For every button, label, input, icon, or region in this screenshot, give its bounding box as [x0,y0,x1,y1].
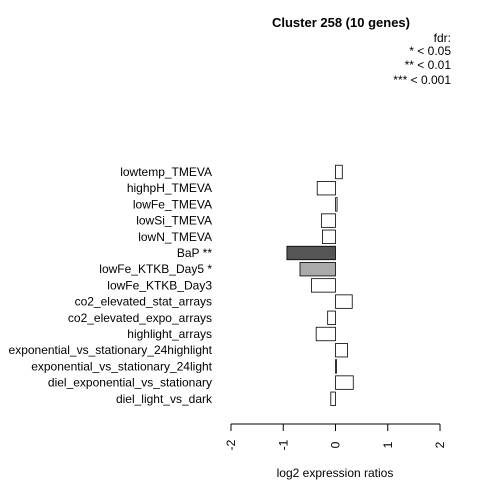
legend-line: *** < 0.001 [393,73,451,87]
bar [327,310,336,325]
category-label: highpH_TMEVA [127,181,212,195]
bar [311,278,336,293]
bar [299,262,336,277]
category-label: BaP ** [177,246,212,260]
category-label: diel_exponential_vs_stationary [48,376,212,390]
x-tick-label: 2 [433,441,447,448]
category-label: lowSi_TMEVA [136,214,212,228]
x-axis-label: log2 expression ratios [277,466,394,480]
bar [335,343,348,358]
category-label: highlight_arrays [127,327,212,341]
category-labels-group: lowtemp_TMEVA highpH_TMEVA lowFe_TMEVA lowS… [9,165,213,406]
bar [316,181,336,196]
legend: fdr: * < 0.05 ** < 0.01 *** < 0.001 [393,31,451,87]
bar [335,375,354,390]
bar [315,326,336,342]
bar [286,245,336,261]
x-tick-label: 1 [381,441,395,448]
category-label: lowFe_TMEVA [133,197,212,211]
category-label: lowtemp_TMEVA [120,165,212,179]
x-tick-label: -2 [224,439,238,450]
category-label: lowFe_KTKB_Day3 [107,278,212,292]
x-tick-label: -1 [276,439,290,450]
bar [320,213,336,228]
x-tick-label: 0 [329,441,343,448]
bar [335,197,338,212]
category-label: lowN_TMEVA [138,230,212,244]
legend-line: ** < 0.01 [405,58,452,72]
bar [330,391,336,406]
category-label: co2_elevated_stat_arrays [75,295,212,309]
bars-group [286,164,354,406]
legend-line: * < 0.05 [409,44,451,58]
category-label: exponential_vs_stationary_24highlight [9,343,213,357]
category-label: diel_light_vs_dark [116,392,213,406]
legend-line: fdr: [434,31,451,45]
bar [335,164,343,180]
bar [335,294,353,309]
chart-title: Cluster 258 (10 genes) [272,15,410,30]
category-label: lowFe_KTKB_Day5 * [99,262,212,276]
bar [335,359,337,374]
category-label: exponential_vs_stationary_24light [31,359,212,373]
category-label: co2_elevated_expo_arrays [68,311,212,325]
x-axis: -2 -1 0 1 2 [224,423,447,450]
x-ticks-group: -2 -1 0 1 2 [224,424,447,450]
bar [322,229,336,244]
